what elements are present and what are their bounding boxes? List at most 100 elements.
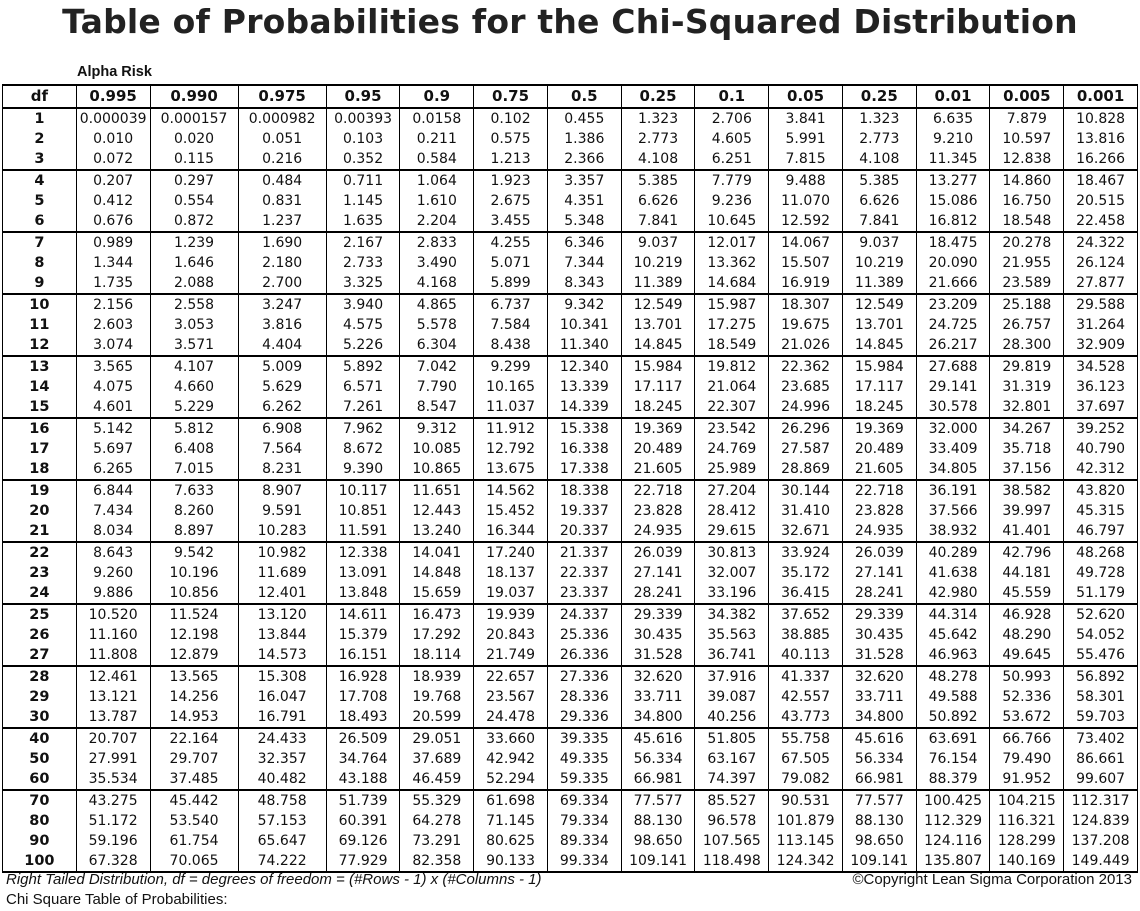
value-cell: 21.064 <box>694 377 770 397</box>
value-cell: 24.996 <box>768 397 843 418</box>
value-cell: 128.299 <box>989 831 1065 851</box>
value-cell: 5.892 <box>325 355 401 377</box>
table-row: 22 8.643 9.542 10.982 12.338 14.041 17.240 21.3… <box>2 541 1138 563</box>
value-cell: 23.567 <box>473 687 548 707</box>
value-cell: 14.573 <box>237 645 327 666</box>
value-cell: 79.334 <box>546 811 622 831</box>
value-cell: 6.844 <box>75 479 151 501</box>
value-cell: 39.335 <box>546 727 622 749</box>
copyright: ©Copyright Lean Sigma Corporation 2013 <box>852 871 1132 888</box>
df-cell: 19 <box>2 479 77 501</box>
table-row: 2 0.010 0.020 0.051 0.103 0.211 0.575 1.386 2.77… <box>2 129 1138 149</box>
value-cell: 19.675 <box>768 315 843 335</box>
value-cell: 82.358 <box>399 851 475 873</box>
value-cell: 2.706 <box>694 108 770 129</box>
value-cell: 33.924 <box>768 541 843 563</box>
value-cell: 66.981 <box>620 769 696 790</box>
table-row: 17 5.697 6.408 7.564 8.672 10.085 12.792 16.338… <box>2 439 1138 459</box>
value-cell: 74.397 <box>694 769 770 790</box>
table-row: 4 0.207 0.297 0.484 0.711 1.064 1.923 3.357 5.38… <box>2 169 1138 191</box>
value-cell: 40.113 <box>768 645 843 666</box>
value-cell: 34.805 <box>915 459 991 480</box>
value-cell: 39.252 <box>1063 417 1138 439</box>
value-cell: 9.037 <box>841 231 917 253</box>
value-cell: 5.697 <box>75 439 151 459</box>
value-cell: 53.540 <box>149 811 239 831</box>
value-cell: 16.338 <box>546 439 622 459</box>
table-row: 29 13.121 14.256 16.047 17.708 19.768 23.567 28… <box>2 687 1138 707</box>
value-cell: 16.266 <box>1063 149 1138 170</box>
value-cell: 34.382 <box>694 603 770 625</box>
value-cell: 24.322 <box>1063 231 1138 253</box>
value-cell: 59.335 <box>546 769 622 790</box>
value-cell: 17.240 <box>473 541 548 563</box>
value-cell: 42.557 <box>768 687 843 707</box>
value-cell: 13.091 <box>325 563 401 583</box>
value-cell: 30.578 <box>915 397 991 418</box>
value-cell: 4.107 <box>149 355 239 377</box>
value-cell: 46.797 <box>1063 521 1138 542</box>
value-cell: 109.141 <box>620 851 696 873</box>
value-cell: 32.007 <box>694 563 770 583</box>
value-cell: 45.442 <box>149 789 239 811</box>
value-cell: 14.860 <box>989 169 1065 191</box>
value-cell: 64.278 <box>399 811 475 831</box>
value-cell: 24.935 <box>841 521 917 542</box>
value-cell: 43.820 <box>1063 479 1138 501</box>
value-cell: 3.455 <box>473 211 548 232</box>
value-cell: 0.216 <box>237 149 327 170</box>
value-cell: 73.402 <box>1063 727 1138 749</box>
value-cell: 5.226 <box>325 335 401 356</box>
value-cell: 13.844 <box>237 625 327 645</box>
value-cell: 42.942 <box>473 749 548 769</box>
value-cell: 13.701 <box>841 315 917 335</box>
value-cell: 31.528 <box>620 645 696 666</box>
value-cell: 20.843 <box>473 625 548 645</box>
value-cell: 49.645 <box>989 645 1065 666</box>
value-cell: 0.072 <box>75 149 151 170</box>
table-header-row: df 0.995 0.990 0.975 0.95 0.9 0.75 0.5 0.25 0.1 0.… <box>2 84 1138 109</box>
value-cell: 14.845 <box>620 335 696 356</box>
value-cell: 43.188 <box>325 769 401 790</box>
value-cell: 5.899 <box>473 273 548 294</box>
value-cell: 2.675 <box>473 191 548 211</box>
value-cell: 17.708 <box>325 687 401 707</box>
table-row: 70 43.275 45.442 48.758 51.739 55.329 61.698 69… <box>2 789 1138 811</box>
table-row: 25 10.520 11.524 13.120 14.611 16.473 19.939 24… <box>2 603 1138 625</box>
value-cell: 0.000982 <box>237 108 327 129</box>
value-cell: 7.434 <box>75 501 151 521</box>
caption: Chi Square Table of Probabilities: <box>6 891 228 908</box>
value-cell: 18.549 <box>694 335 770 356</box>
value-cell: 55.329 <box>399 789 475 811</box>
value-cell: 0.00393 <box>325 108 401 129</box>
value-cell: 10.851 <box>325 501 401 521</box>
value-cell: 0.455 <box>546 108 622 129</box>
df-cell: 6 <box>2 211 77 232</box>
value-cell: 59.703 <box>1063 707 1138 728</box>
value-cell: 13.675 <box>473 459 548 480</box>
value-cell: 61.698 <box>473 789 548 811</box>
value-cell: 0.051 <box>237 129 327 149</box>
value-cell: 25.336 <box>546 625 622 645</box>
value-cell: 65.647 <box>237 831 327 851</box>
value-cell: 6.635 <box>915 108 991 129</box>
value-cell: 11.037 <box>473 397 548 418</box>
value-cell: 29.339 <box>620 603 696 625</box>
value-cell: 52.336 <box>989 687 1065 707</box>
value-cell: 0.115 <box>149 149 239 170</box>
value-cell: 40.790 <box>1063 439 1138 459</box>
value-cell: 6.346 <box>546 231 622 253</box>
value-cell: 0.010 <box>75 129 151 149</box>
value-cell: 11.689 <box>237 563 327 583</box>
value-cell: 11.808 <box>75 645 151 666</box>
value-cell: 140.169 <box>989 851 1065 873</box>
value-cell: 16.919 <box>768 273 843 294</box>
value-cell: 36.123 <box>1063 377 1138 397</box>
value-cell: 21.955 <box>989 253 1065 273</box>
df-cell: 2 <box>2 129 77 149</box>
value-cell: 5.385 <box>620 169 696 191</box>
value-cell: 23.685 <box>768 377 843 397</box>
value-cell: 14.256 <box>149 687 239 707</box>
value-cell: 33.409 <box>915 439 991 459</box>
value-cell: 69.334 <box>546 789 622 811</box>
